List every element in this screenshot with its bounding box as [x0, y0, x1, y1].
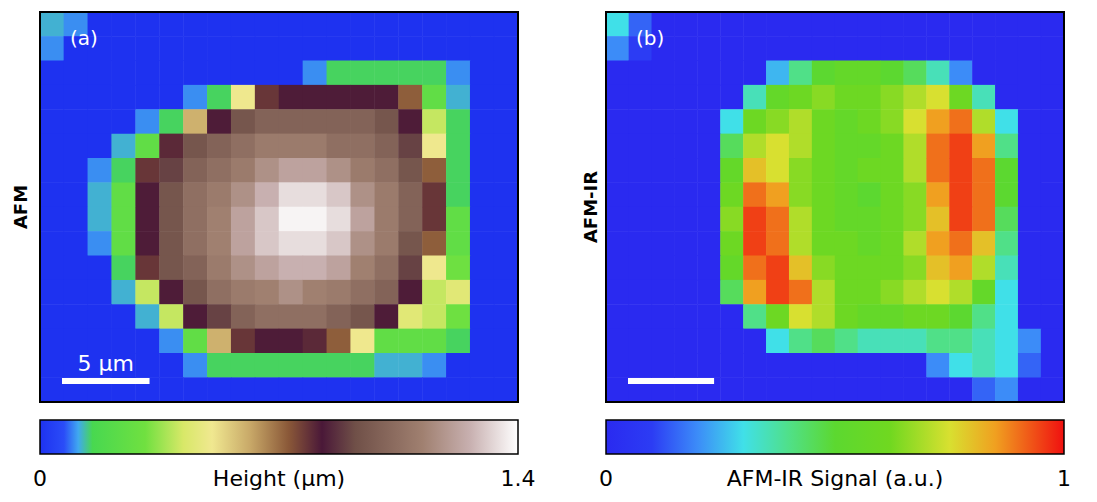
svg-text:AFM: AFM — [10, 185, 31, 229]
svg-text:(b): (b) — [636, 26, 664, 50]
svg-text:0: 0 — [33, 466, 47, 491]
svg-text:1: 1 — [1057, 466, 1071, 491]
svg-text:Height (μm): Height (μm) — [213, 466, 345, 491]
svg-text:AFM-IR: AFM-IR — [580, 171, 601, 243]
svg-text:5 μm: 5 μm — [78, 351, 134, 376]
svg-text:(a): (a) — [70, 26, 98, 50]
svg-text:0: 0 — [599, 466, 613, 491]
svg-text:1.4: 1.4 — [501, 466, 536, 491]
svg-text:AFM-IR Signal (a.u.): AFM-IR Signal (a.u.) — [727, 466, 944, 491]
